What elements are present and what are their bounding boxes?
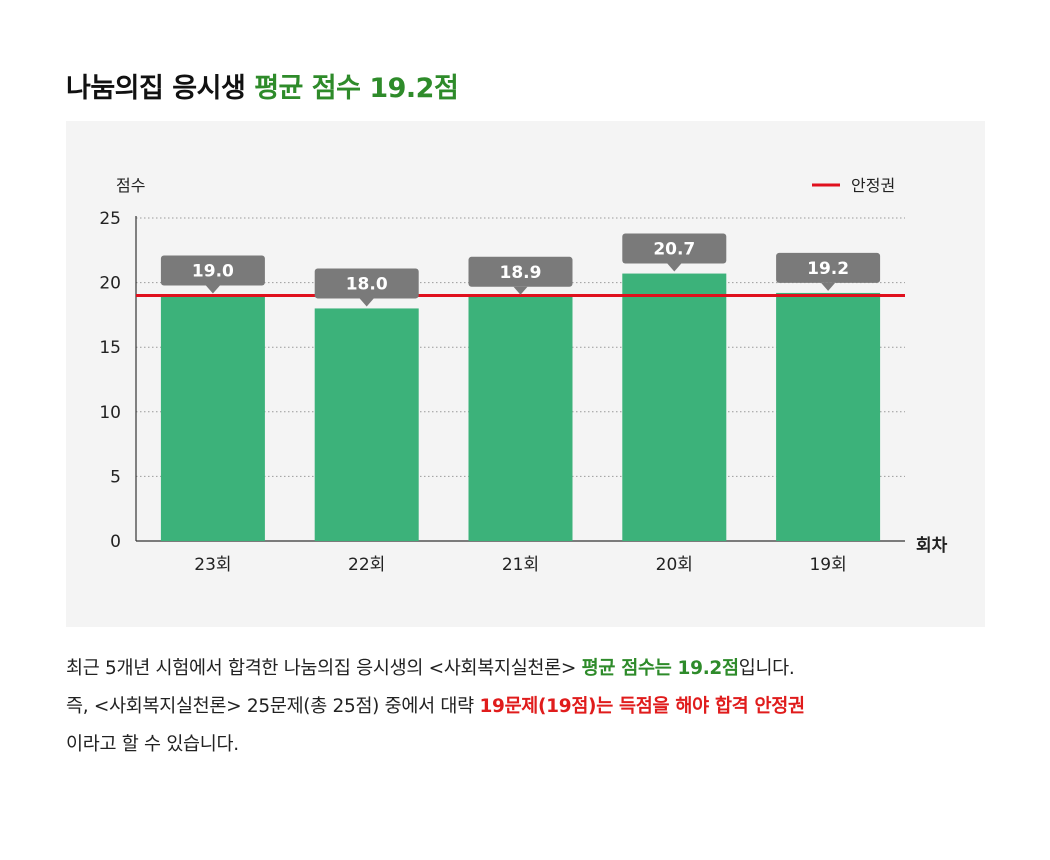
y-tick-label: 10	[99, 403, 121, 423]
data-label-box	[468, 256, 573, 287]
y-tick-label: 0	[110, 532, 121, 552]
data-label: 18.0	[346, 274, 388, 294]
description-text: 즉, <사회복지실천론> 25문제(총 25점) 중에서 대략	[66, 696, 480, 717]
data-label-callout: 19.2	[776, 252, 881, 291]
description-highlight-average: 평균 점수는 19.2점	[581, 658, 739, 679]
data-label-callout: 18.9	[468, 256, 573, 295]
y-tick-label: 5	[110, 467, 121, 487]
bar	[622, 273, 727, 541]
data-label-box	[622, 233, 727, 264]
y-axis-title: 점수	[116, 176, 145, 195]
x-tick-label: 21회	[502, 555, 539, 575]
data-label-pointer	[513, 286, 528, 295]
data-label-box	[776, 252, 881, 283]
description-highlight-safe-zone: 19문제(19점)는 득점을 해야 합격 안정권	[479, 696, 805, 717]
description-text: 입니다.	[738, 658, 795, 679]
y-tick-label: 15	[99, 338, 121, 358]
bar	[314, 308, 419, 541]
legend: 안정권	[812, 176, 895, 195]
bar	[776, 292, 881, 541]
data-label: 18.9	[500, 263, 542, 283]
description-line-2: 즉, <사회복지실천론> 25문제(총 25점) 중에서 대략 19문제(19점…	[66, 688, 996, 726]
page-title: 나눔의집 응시생 평균 점수 19.2점	[66, 66, 459, 105]
title-prefix: 나눔의집 응시생	[66, 73, 246, 104]
description-text: 최근 5개년 시험에서 합격한 나눔의집 응시생의 <사회복지실천론>	[66, 658, 582, 679]
description-line-1: 최근 5개년 시험에서 합격한 나눔의집 응시생의 <사회복지실천론> 평균 점…	[66, 650, 996, 688]
data-label: 20.7	[653, 240, 695, 260]
bars	[160, 273, 881, 541]
description-text: 이라고 할 수 있습니다.	[66, 734, 239, 755]
y-tick-label: 20	[99, 274, 121, 294]
data-label: 19.2	[807, 259, 849, 279]
legend-label: 안정권	[851, 176, 895, 195]
data-label-callout: 18.0	[314, 268, 419, 307]
data-labels: 19.0 18.0 18.9 20.7 19.2	[160, 233, 881, 307]
x-axis-title: 회차	[916, 536, 948, 556]
description-line-3: 이라고 할 수 있습니다.	[66, 726, 996, 764]
bar	[468, 296, 573, 541]
data-label-pointer	[205, 285, 220, 294]
bar	[160, 295, 265, 541]
data-label-box	[314, 268, 419, 299]
data-label-pointer	[359, 298, 374, 307]
y-tick-label: 25	[99, 209, 121, 229]
data-label-pointer	[667, 263, 682, 272]
x-tick-label: 19회	[809, 555, 846, 575]
description: 최근 5개년 시험에서 합격한 나눔의집 응시생의 <사회복지실천론> 평균 점…	[66, 650, 996, 764]
title-highlight: 평균 점수 19.2점	[254, 73, 459, 104]
x-tick-label: 23회	[194, 555, 231, 575]
data-label-callout: 20.7	[622, 233, 727, 272]
data-label-box	[160, 255, 265, 286]
data-label-pointer	[821, 282, 836, 291]
x-tick-label: 22회	[348, 555, 385, 575]
data-label: 19.0	[192, 262, 234, 282]
data-label-callout: 19.0	[160, 255, 265, 294]
x-tick-label: 20회	[656, 555, 693, 575]
